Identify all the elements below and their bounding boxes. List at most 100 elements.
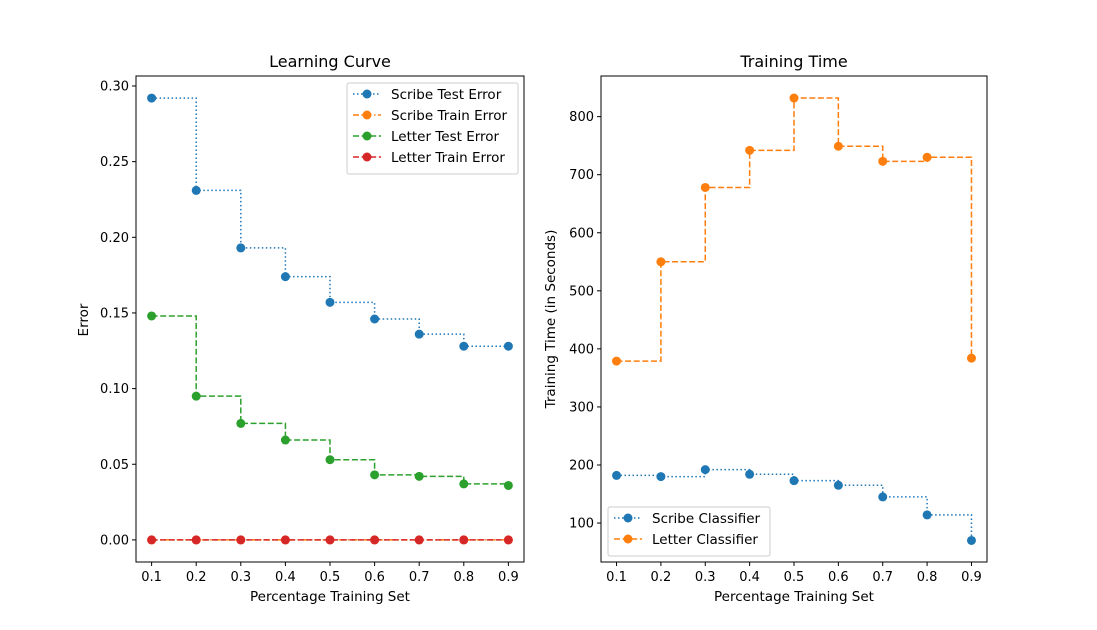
legend-item: Scribe Classifier [614, 511, 761, 527]
y-tick-label: 700 [569, 168, 594, 183]
x-tick-label: 0.4 [739, 570, 760, 585]
data-point [414, 535, 424, 545]
x-tick-label: 0.9 [961, 570, 982, 585]
data-point [414, 329, 424, 339]
legend-label: Scribe Classifier [652, 511, 761, 527]
x-tick-label: 0.8 [917, 570, 938, 585]
data-point [414, 471, 424, 481]
data-point [922, 510, 932, 520]
series-letter-classifier [612, 93, 976, 366]
x-tick-label: 0.1 [606, 570, 627, 585]
data-point [700, 465, 710, 475]
y-tick-label: 300 [569, 400, 594, 415]
data-point [612, 470, 622, 480]
data-point [280, 435, 290, 445]
legend-label: Scribe Test Error [391, 87, 502, 103]
data-point [236, 243, 246, 253]
series-scribe-test-error [147, 93, 513, 351]
data-point [370, 314, 380, 324]
y-tick-label: 800 [569, 110, 594, 125]
y-tick-label: 500 [569, 284, 594, 299]
data-point [370, 535, 380, 545]
x-tick-label: 0.1 [141, 570, 162, 585]
data-point [966, 353, 976, 363]
y-axis-label: Error [76, 303, 92, 336]
data-point [459, 479, 469, 489]
data-point [325, 297, 335, 307]
legend: Scribe Classifier Letter Classifier [607, 506, 771, 557]
data-point [745, 469, 755, 479]
data-point [922, 152, 932, 162]
x-tick-label: 0.3 [230, 570, 251, 585]
legend-label: Letter Classifier [652, 532, 758, 548]
legend-marker [362, 110, 372, 120]
data-point [789, 93, 799, 103]
series-letter-test-error [147, 311, 513, 490]
data-point [236, 418, 246, 428]
axes-frame [135, 75, 525, 563]
y-tick-label: 0.20 [100, 231, 129, 246]
legend-frame [346, 82, 519, 175]
data-point [612, 356, 622, 366]
training-time-chart: Training Time Percentage Training Set Tr… [543, 52, 988, 605]
legend-item: Letter Test Error [353, 129, 500, 145]
legend-frame [607, 506, 771, 557]
x-tick-label: 0.7 [409, 570, 430, 585]
data-point [147, 93, 157, 103]
data-point [656, 257, 666, 267]
data-point [325, 535, 335, 545]
legend-label: Scribe Train Error [391, 108, 507, 124]
series-scribe-classifier [612, 465, 976, 545]
data-point [789, 476, 799, 486]
x-tick-label: 0.3 [695, 570, 716, 585]
data-point [191, 185, 201, 195]
data-point [459, 341, 469, 351]
x-tick-label: 0.6 [828, 570, 849, 585]
y-tick-label: 0.15 [100, 306, 129, 321]
legend-marker [623, 513, 633, 523]
y-tick-label: 400 [569, 342, 594, 357]
data-point [503, 535, 513, 545]
data-point [370, 470, 380, 480]
y-tick-label: 0.25 [100, 155, 129, 170]
y-tick-label: 100 [569, 517, 594, 532]
y-tick-label: 600 [569, 226, 594, 241]
x-axis-label: Percentage Training Set [250, 589, 410, 605]
x-tick-label: 0.9 [498, 570, 519, 585]
legend-item: Scribe Test Error [353, 87, 502, 103]
y-tick-label: 0.30 [100, 79, 129, 94]
x-tick-label: 0.5 [784, 570, 805, 585]
y-tick-label: 0.05 [100, 458, 129, 473]
data-point [878, 156, 888, 166]
legend-marker [623, 534, 633, 544]
data-point [503, 341, 513, 351]
data-point [280, 535, 290, 545]
data-point [280, 272, 290, 282]
learning-curve-chart: Learning Curve Percentage Training Set E… [76, 52, 525, 605]
x-tick-label: 0.5 [320, 570, 341, 585]
legend-label: Letter Test Error [391, 129, 500, 145]
legend-item: Letter Classifier [614, 532, 758, 548]
x-tick-label: 0.2 [186, 570, 207, 585]
data-point [700, 182, 710, 192]
plot-area [147, 93, 513, 545]
x-tick-label: 0.2 [651, 570, 672, 585]
axis-ticks: 0.1 0.2 0.3 0.4 0.5 0.6 0.7 0.8 0.9 100 200 300 400 5… [569, 110, 982, 585]
data-point [236, 535, 246, 545]
data-point [745, 145, 755, 155]
series-letter-train-error [147, 535, 513, 545]
axis-ticks: 0.1 0.2 0.3 0.4 0.5 0.6 0.7 0.8 0.9 0.00 0.05 0.10 0… [100, 79, 519, 585]
data-point [833, 480, 843, 490]
data-point [191, 391, 201, 401]
data-point [656, 472, 666, 482]
y-tick-label: 0.00 [100, 533, 129, 548]
y-tick-label: 0.10 [100, 382, 129, 397]
chart-title: Training Time [739, 52, 847, 71]
chart-title: Learning Curve [269, 52, 391, 71]
data-point [833, 141, 843, 151]
x-tick-label: 0.6 [364, 570, 385, 585]
legend-label: Letter Train Error [391, 150, 505, 166]
legend-marker [362, 152, 372, 162]
x-tick-label: 0.4 [275, 570, 296, 585]
